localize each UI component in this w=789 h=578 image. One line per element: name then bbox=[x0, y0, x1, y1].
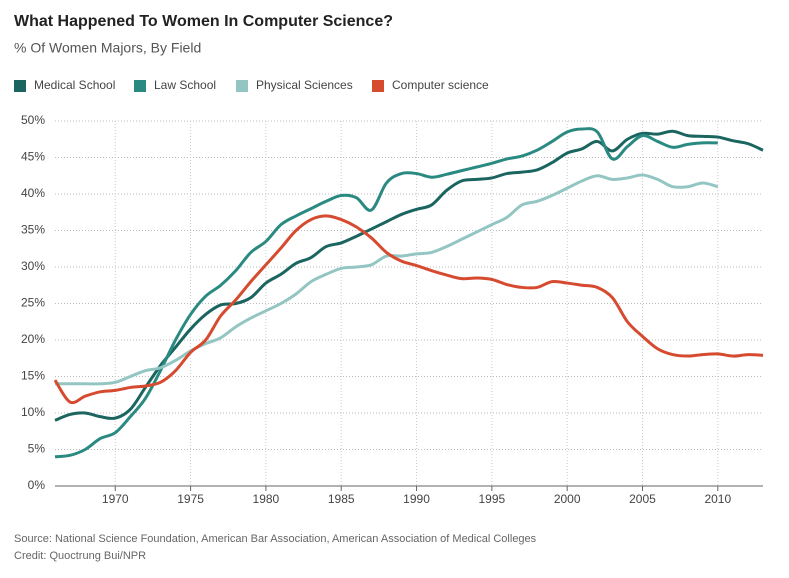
x-tick-label: 2000 bbox=[554, 492, 581, 506]
y-tick-label: 45% bbox=[21, 150, 45, 164]
y-tick-label: 25% bbox=[21, 296, 45, 310]
legend-swatch bbox=[14, 80, 26, 92]
x-tick-label: 1995 bbox=[478, 492, 505, 506]
y-tick-label: 50% bbox=[21, 113, 45, 127]
x-tick-label: 1985 bbox=[328, 492, 355, 506]
line-series bbox=[54, 173, 719, 386]
legend-swatch bbox=[236, 80, 248, 92]
chart-subtitle: % Of Women Majors, By Field bbox=[14, 40, 201, 56]
x-tick-label: 2005 bbox=[629, 492, 656, 506]
legend-label: Physical Sciences bbox=[256, 78, 353, 92]
y-tick-label: 5% bbox=[28, 442, 46, 456]
x-tick-label: 1990 bbox=[403, 492, 430, 506]
legend-label: Computer science bbox=[392, 78, 489, 92]
x-tick-label: 1975 bbox=[177, 492, 204, 506]
x-tick-label: 1970 bbox=[102, 492, 129, 506]
y-tick-label: 35% bbox=[21, 223, 45, 237]
legend-swatch bbox=[134, 80, 146, 92]
y-tick-label: 30% bbox=[21, 259, 45, 273]
x-tick-label: 1980 bbox=[253, 492, 280, 506]
y-tick-label: 15% bbox=[21, 369, 45, 383]
line-series bbox=[53, 214, 764, 405]
legend-label: Medical School bbox=[34, 78, 115, 92]
legend-label: Law School bbox=[154, 78, 216, 92]
y-tick-label: 40% bbox=[21, 186, 45, 200]
source-note: Source: National Science Foundation, Ame… bbox=[14, 533, 537, 545]
y-tick-label: 0% bbox=[28, 478, 46, 492]
x-tick-label: 2010 bbox=[704, 492, 731, 506]
chart-title: What Happened To Women In Computer Scien… bbox=[14, 13, 393, 30]
line-series bbox=[54, 129, 764, 422]
y-tick-label: 20% bbox=[21, 332, 45, 346]
y-tick-label: 10% bbox=[21, 405, 45, 419]
legend-swatch bbox=[372, 80, 384, 92]
line-series bbox=[54, 127, 718, 459]
credit-note: Credit: Quoctrung Bui/NPR bbox=[14, 550, 146, 562]
